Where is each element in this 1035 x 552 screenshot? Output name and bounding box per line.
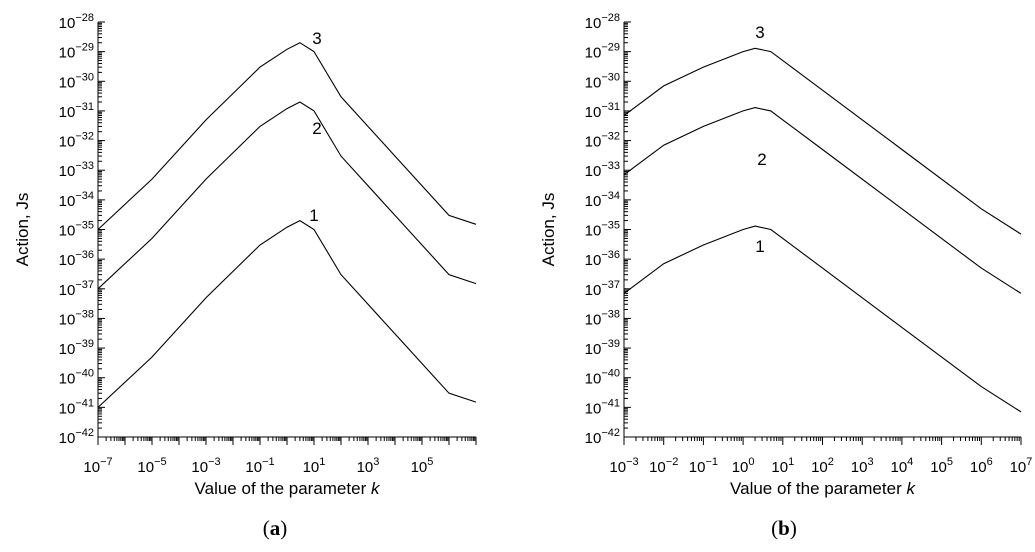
x-tick-label: 101: [303, 456, 326, 476]
y-tick-label: 10−29: [585, 42, 620, 62]
series-2-label: 2: [757, 150, 766, 169]
y-tick-label: 10−31: [585, 101, 620, 121]
y-tick-label: 10−32: [59, 131, 94, 151]
x-tick-label: 103: [357, 456, 380, 476]
y-tick-label: 10−34: [585, 190, 620, 210]
y-tick-label: 10−31: [59, 101, 94, 121]
x-tick-label: 10−1: [689, 456, 718, 476]
x-tick-label: 104: [890, 456, 913, 476]
series-1-line: [97, 219, 477, 408]
series-1-line: [623, 225, 1022, 413]
y-tick-label: 10−28: [59, 12, 94, 32]
panel-caption: (a): [263, 516, 288, 540]
x-tick-label: 106: [970, 456, 993, 476]
x-tick-label: 100: [732, 456, 755, 476]
x-tick-label: 10−7: [83, 456, 112, 476]
x-tick-label: 105: [930, 456, 953, 476]
panel-caption: (b): [771, 516, 797, 540]
series-3-line: [97, 42, 477, 230]
x-tick-label: 10−1: [245, 456, 274, 476]
x-tick-label: 102: [811, 456, 834, 476]
series-1-label: 1: [309, 206, 318, 225]
x-tick-label: 10−2: [649, 456, 678, 476]
y-tick-label: 10−32: [585, 131, 620, 151]
y-tick-label: 10−33: [585, 160, 620, 180]
y-tick-label: 10−41: [585, 397, 620, 417]
y-tick-label: 10−30: [585, 71, 620, 91]
x-tick-label: 10−5: [137, 456, 166, 476]
x-tick-label: 10−3: [609, 456, 638, 476]
series-2-label: 2: [312, 119, 321, 138]
y-tick-label: 10−41: [59, 397, 94, 417]
series-2-line: [97, 101, 477, 290]
y-tick-label: 10−40: [59, 368, 94, 388]
y-tick-label: 10−34: [59, 190, 94, 210]
x-axis-title: Value of the parameter k: [195, 479, 381, 498]
y-axis-title: Action, Js: [13, 193, 32, 267]
y-tick-label: 10−33: [59, 160, 94, 180]
y-tick-label: 10−40: [585, 368, 620, 388]
chart-panel-b: 10−42 10−41 10−40 10−39 10−38 10−37 10−36 10−35…: [539, 12, 1032, 540]
y-tick-label: 10−28: [585, 12, 620, 32]
y-tick-label: 10−37: [59, 279, 94, 299]
chart-panel-a: 10−42 10−41 10−40 10−39 10−38 10−37 10−36 10−35…: [13, 12, 477, 540]
x-tick-label: 103: [851, 456, 874, 476]
series-3-label: 3: [755, 23, 764, 42]
y-axis-title: Action, Js: [539, 193, 558, 267]
y-tick-label: 10−42: [59, 427, 94, 447]
series-1-label: 1: [755, 237, 764, 256]
y-tick-label: 10−35: [59, 220, 94, 240]
series-3-line: [623, 47, 1022, 235]
y-tick-label: 10−38: [585, 308, 620, 328]
series-3-label: 3: [312, 29, 321, 48]
y-tick-label: 10−39: [585, 338, 620, 358]
x-axis-title: Value of the parameter k: [730, 479, 916, 498]
y-tick-label: 10−38: [59, 308, 94, 328]
series-2-line: [623, 107, 1022, 294]
x-tick-label: 10−3: [191, 456, 220, 476]
y-tick-label: 10−37: [585, 279, 620, 299]
y-tick-label: 10−36: [585, 249, 620, 269]
x-tick-label: 101: [771, 456, 794, 476]
y-tick-label: 10−39: [59, 338, 94, 358]
y-tick-label: 10−29: [59, 42, 94, 62]
y-tick-label: 10−30: [59, 71, 94, 91]
x-tick-label: 105: [411, 456, 434, 476]
y-tick-label: 10−42: [585, 427, 620, 447]
y-tick-label: 10−35: [585, 220, 620, 240]
x-tick-label: 107: [1010, 456, 1033, 476]
y-tick-label: 10−36: [59, 249, 94, 269]
